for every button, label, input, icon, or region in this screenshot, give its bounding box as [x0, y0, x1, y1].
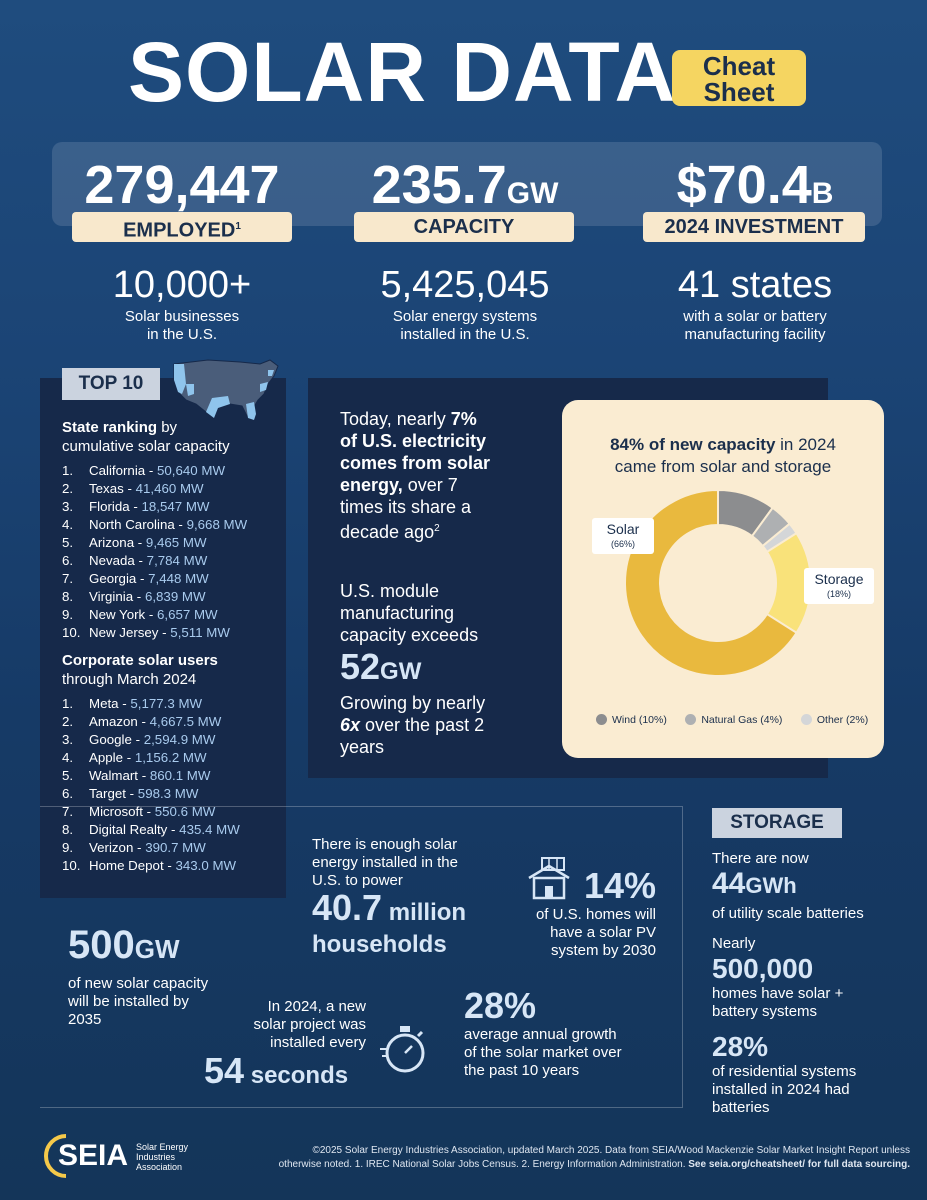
seia-logo-subtext: Solar Energy Industries Association — [136, 1142, 189, 1172]
stat-value: 235.7 — [371, 155, 507, 215]
stat-pill-capacity: CAPACITY — [354, 212, 574, 242]
us-map-icon — [173, 359, 279, 421]
electricity-share-text: Today, nearly 7% of U.S. electricity com… — [340, 409, 491, 542]
substat-businesses: 10,000+ Solar businesses in the U.S. — [62, 266, 302, 344]
footer-credits: ©2025 Solar Energy Industries Associatio… — [278, 1145, 910, 1170]
stat-pill-investment: 2024 INVESTMENT — [643, 212, 865, 242]
substat-value: 10,000+ — [112, 264, 252, 306]
storage-s1-value: 44GWh — [712, 867, 797, 900]
corp-item: 5. Walmart - 860.1 MW — [62, 768, 211, 783]
substat-line2: in the U.S. — [146, 326, 218, 343]
legend-natural-gas: Natural Gas (4%) — [685, 714, 782, 726]
substat-line2: manufacturing facility — [684, 326, 826, 343]
corp-heading-line2: through March 2024 — [62, 671, 197, 688]
solar-house-icon — [528, 857, 570, 900]
substat-systems: 5,425,045 Solar energy systems installed… — [340, 266, 590, 344]
legend-other: Other (2%) — [800, 714, 868, 726]
corp-item: 2. Amazon - 4,667.5 MW — [62, 714, 222, 729]
state-ranking-heading: State ranking by — [62, 419, 178, 436]
corp-item: 7. Microsoft - 550.6 MW — [62, 804, 216, 819]
substat-line1: Solar energy systems — [392, 308, 538, 325]
footer-source-link[interactable]: See seia.org/cheatsheet/ for full data s… — [688, 1159, 910, 1170]
new-capacity-stat: 500GW of new solar capacity will be inst… — [68, 923, 209, 1028]
substat-value: 5,425,045 — [380, 264, 550, 306]
storage-tag: STORAGE — [712, 808, 842, 838]
donut-legend: Wind (10%) Natural Gas (4%) Other (2%) — [596, 710, 876, 728]
state-item: 1. California - 50,640 MW — [62, 463, 225, 478]
footnote-marker: 1 — [235, 221, 241, 232]
state-item: 4. North Carolina - 9,668 MW — [62, 517, 248, 532]
corp-item: 3. Google - 2,594.9 MW — [62, 732, 216, 747]
stat-label: EMPLOYED — [123, 219, 236, 242]
stat-value: 279,447 — [84, 155, 280, 215]
substat-states: 41 states with a solar or battery manufa… — [630, 266, 880, 344]
substat-value: 41 states — [677, 264, 833, 306]
top10-tag: TOP 10 — [62, 368, 160, 400]
donut-chart — [624, 488, 812, 677]
state-item: 2. Texas - 41,460 MW — [62, 481, 204, 496]
corporate-ranking-list: 1. Meta - 5,177.3 MW 2. Amazon - 4,667.5 MW… — [62, 695, 282, 875]
storage-section: There are now 44GWh of utility scale bat… — [712, 850, 902, 1117]
module-capacity-text: U.S. module manufacturing capacity excee… — [340, 580, 550, 758]
donut-slice-solar — [624, 488, 798, 677]
corp-item: 1. Meta - 5,177.3 MW — [62, 696, 203, 711]
substat-line2: installed in the U.S. — [400, 326, 530, 343]
stat-label: 2024 INVESTMENT — [664, 216, 844, 238]
stat-label: CAPACITY — [413, 216, 515, 238]
seia-logo-icon — [44, 1134, 67, 1178]
bottom-frame — [40, 806, 683, 1108]
cheat-sheet-badge: Cheat Sheet — [672, 50, 806, 106]
corp-item: 4. Apple - 1,156.2 MW — [62, 750, 207, 765]
module-capacity-value: 52GW — [340, 646, 422, 687]
stat-unit: GW — [506, 177, 559, 210]
stopwatch-icon — [380, 1026, 425, 1073]
storage-label: Storage (18%) — [804, 568, 874, 604]
state-ranking-list: 1. California - 50,640 MW 2. Texas - 41,460… — [62, 462, 282, 642]
corp-item: 9. Verizon - 390.7 MW — [62, 840, 206, 855]
state-item: 9. New York - 6,657 MW — [62, 607, 218, 622]
project-speed-stat: In 2024, a new solar project was install… — [204, 998, 366, 1091]
stat-pill-employed: EMPLOYED1 — [72, 212, 292, 242]
stat-investment: $70.4B — [640, 158, 870, 212]
homes-pv-stat: 14% of U.S. homes will have a solar PV s… — [535, 865, 656, 960]
stat-unit: B — [811, 177, 834, 210]
stat-capacity: 235.7GW — [350, 158, 580, 212]
households-stat: There is enough solar energy installed i… — [312, 836, 467, 958]
corp-item: 8. Digital Realty - 435.4 MW — [62, 822, 240, 837]
corp-item: 10. Home Depot - 343.0 MW — [62, 858, 237, 873]
stat-value: $70.4 — [676, 155, 812, 215]
state-ranking-heading-line2: cumulative solar capacity — [62, 438, 230, 455]
substat-line1: with a solar or battery — [683, 308, 827, 325]
state-ranking-section: State ranking by cumulative solar capaci… — [62, 418, 282, 875]
solar-label: Solar (66%) — [592, 518, 654, 554]
seia-logo-text: SEIA — [58, 1139, 129, 1172]
state-item: 5. Arizona - 9,465 MW — [62, 535, 207, 550]
substat-line1: Solar businesses — [124, 308, 240, 325]
top10-panel — [40, 378, 286, 898]
corp-heading: Corporate solar users — [62, 652, 218, 669]
corp-item: 6. Target - 598.3 MW — [62, 786, 199, 801]
legend-wind: Wind (10%) — [596, 714, 667, 726]
state-item: 3. Florida - 18,547 MW — [62, 499, 210, 514]
stat-employed: 279,447 — [62, 158, 302, 212]
state-item: 8. Virginia - 6,839 MW — [62, 589, 206, 604]
page-title: SOLAR DATA — [128, 25, 677, 119]
badge-line1: Cheat — [702, 51, 776, 81]
badge-line2: Sheet — [703, 77, 775, 107]
state-item: 7. Georgia - 7,448 MW — [62, 571, 209, 586]
donut-title: 84% of new capacity in 2024 — [610, 435, 836, 454]
growth-stat: 28% average annual growth of the solar m… — [464, 985, 622, 1080]
state-item: 6. Nevada - 7,784 MW — [62, 553, 208, 568]
donut-title-line2: came from solar and storage — [614, 457, 832, 476]
state-item: 10. New Jersey - 5,511 MW — [62, 625, 230, 640]
storage-s1-pre: There are now — [712, 850, 809, 867]
